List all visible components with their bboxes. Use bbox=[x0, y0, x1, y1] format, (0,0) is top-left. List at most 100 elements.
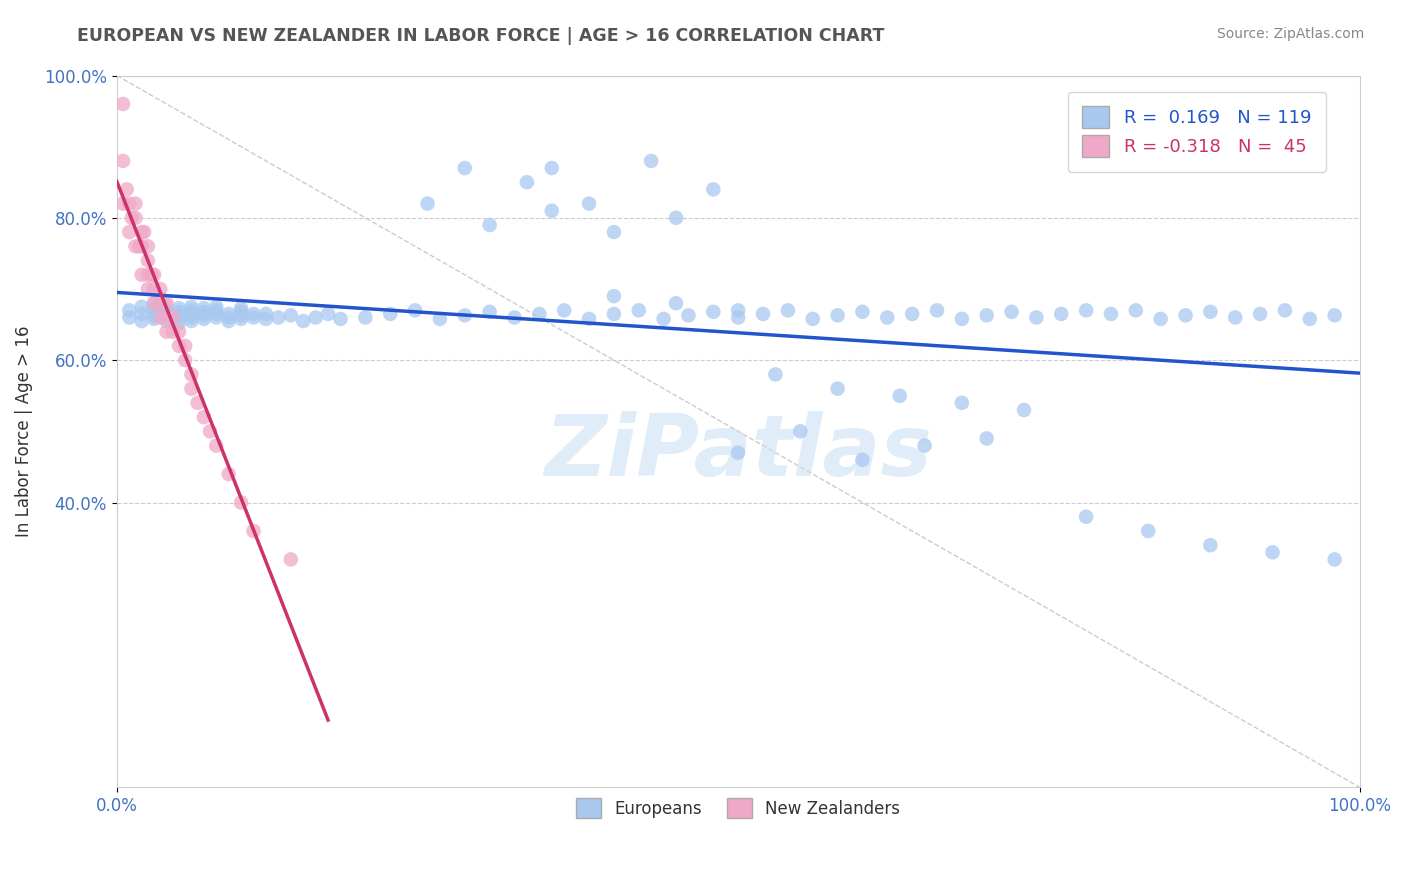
Point bbox=[136, 239, 159, 253]
Point bbox=[167, 305, 190, 319]
Point bbox=[752, 307, 775, 321]
Point bbox=[727, 446, 749, 460]
Point bbox=[118, 310, 141, 325]
Point bbox=[143, 296, 166, 310]
Point bbox=[354, 310, 377, 325]
Point bbox=[1074, 303, 1097, 318]
Point bbox=[1150, 312, 1173, 326]
Point bbox=[454, 161, 477, 175]
Point bbox=[141, 268, 163, 282]
Point bbox=[143, 301, 166, 316]
Point bbox=[149, 282, 172, 296]
Point bbox=[603, 307, 626, 321]
Point bbox=[789, 425, 811, 439]
Point bbox=[155, 307, 177, 321]
Point bbox=[851, 305, 873, 319]
Point bbox=[112, 97, 135, 112]
Point bbox=[329, 312, 352, 326]
Point bbox=[914, 439, 936, 453]
Point bbox=[678, 309, 700, 323]
Point bbox=[1125, 303, 1147, 318]
Point bbox=[652, 312, 675, 326]
Point bbox=[1137, 524, 1160, 538]
Point bbox=[205, 307, 228, 321]
Point bbox=[529, 307, 551, 321]
Point bbox=[1099, 307, 1122, 321]
Point bbox=[1025, 310, 1047, 325]
Text: ZiPatlas: ZiPatlas bbox=[544, 411, 932, 494]
Point bbox=[267, 310, 290, 325]
Point bbox=[603, 225, 626, 239]
Point bbox=[155, 310, 177, 325]
Point bbox=[1249, 307, 1271, 321]
Point bbox=[727, 310, 749, 325]
Point bbox=[167, 301, 190, 316]
Point bbox=[1274, 303, 1296, 318]
Point bbox=[901, 307, 924, 321]
Point bbox=[193, 312, 215, 326]
Point bbox=[143, 305, 166, 319]
Point bbox=[478, 305, 501, 319]
Point bbox=[801, 312, 824, 326]
Point bbox=[1299, 312, 1322, 326]
Point bbox=[950, 396, 973, 410]
Point bbox=[180, 300, 202, 314]
Point bbox=[167, 312, 190, 326]
Point bbox=[155, 296, 177, 310]
Point bbox=[149, 296, 172, 310]
Point bbox=[205, 303, 228, 318]
Point bbox=[404, 303, 426, 318]
Point bbox=[229, 305, 252, 319]
Point bbox=[416, 196, 439, 211]
Point bbox=[131, 239, 153, 253]
Point bbox=[205, 439, 228, 453]
Point bbox=[193, 301, 215, 316]
Point bbox=[640, 153, 662, 168]
Point bbox=[193, 305, 215, 319]
Point bbox=[429, 312, 451, 326]
Point bbox=[134, 225, 156, 239]
Point bbox=[155, 314, 177, 328]
Point bbox=[205, 310, 228, 325]
Point bbox=[143, 282, 166, 296]
Point bbox=[180, 368, 202, 382]
Point bbox=[540, 161, 562, 175]
Point bbox=[316, 307, 339, 321]
Point bbox=[180, 310, 202, 325]
Point bbox=[131, 225, 153, 239]
Point bbox=[180, 307, 202, 321]
Point bbox=[180, 314, 202, 328]
Point bbox=[540, 203, 562, 218]
Point bbox=[851, 452, 873, 467]
Point bbox=[124, 196, 146, 211]
Point bbox=[665, 211, 688, 225]
Point bbox=[131, 307, 153, 321]
Point bbox=[603, 289, 626, 303]
Point bbox=[976, 432, 998, 446]
Point bbox=[702, 182, 724, 196]
Point bbox=[578, 196, 600, 211]
Point bbox=[976, 309, 998, 323]
Point bbox=[925, 303, 948, 318]
Point bbox=[229, 312, 252, 326]
Point bbox=[218, 307, 240, 321]
Point bbox=[553, 303, 575, 318]
Point bbox=[155, 310, 177, 325]
Point bbox=[242, 307, 264, 321]
Point bbox=[776, 303, 799, 318]
Point bbox=[167, 339, 190, 353]
Point bbox=[136, 282, 159, 296]
Point bbox=[516, 175, 538, 189]
Point bbox=[1323, 552, 1346, 566]
Point bbox=[1199, 305, 1222, 319]
Point bbox=[174, 339, 197, 353]
Point bbox=[136, 268, 159, 282]
Point bbox=[174, 353, 197, 368]
Point bbox=[131, 300, 153, 314]
Point bbox=[205, 300, 228, 314]
Point bbox=[1174, 309, 1197, 323]
Point bbox=[112, 153, 135, 168]
Point bbox=[229, 309, 252, 323]
Point bbox=[128, 239, 150, 253]
Point bbox=[1323, 309, 1346, 323]
